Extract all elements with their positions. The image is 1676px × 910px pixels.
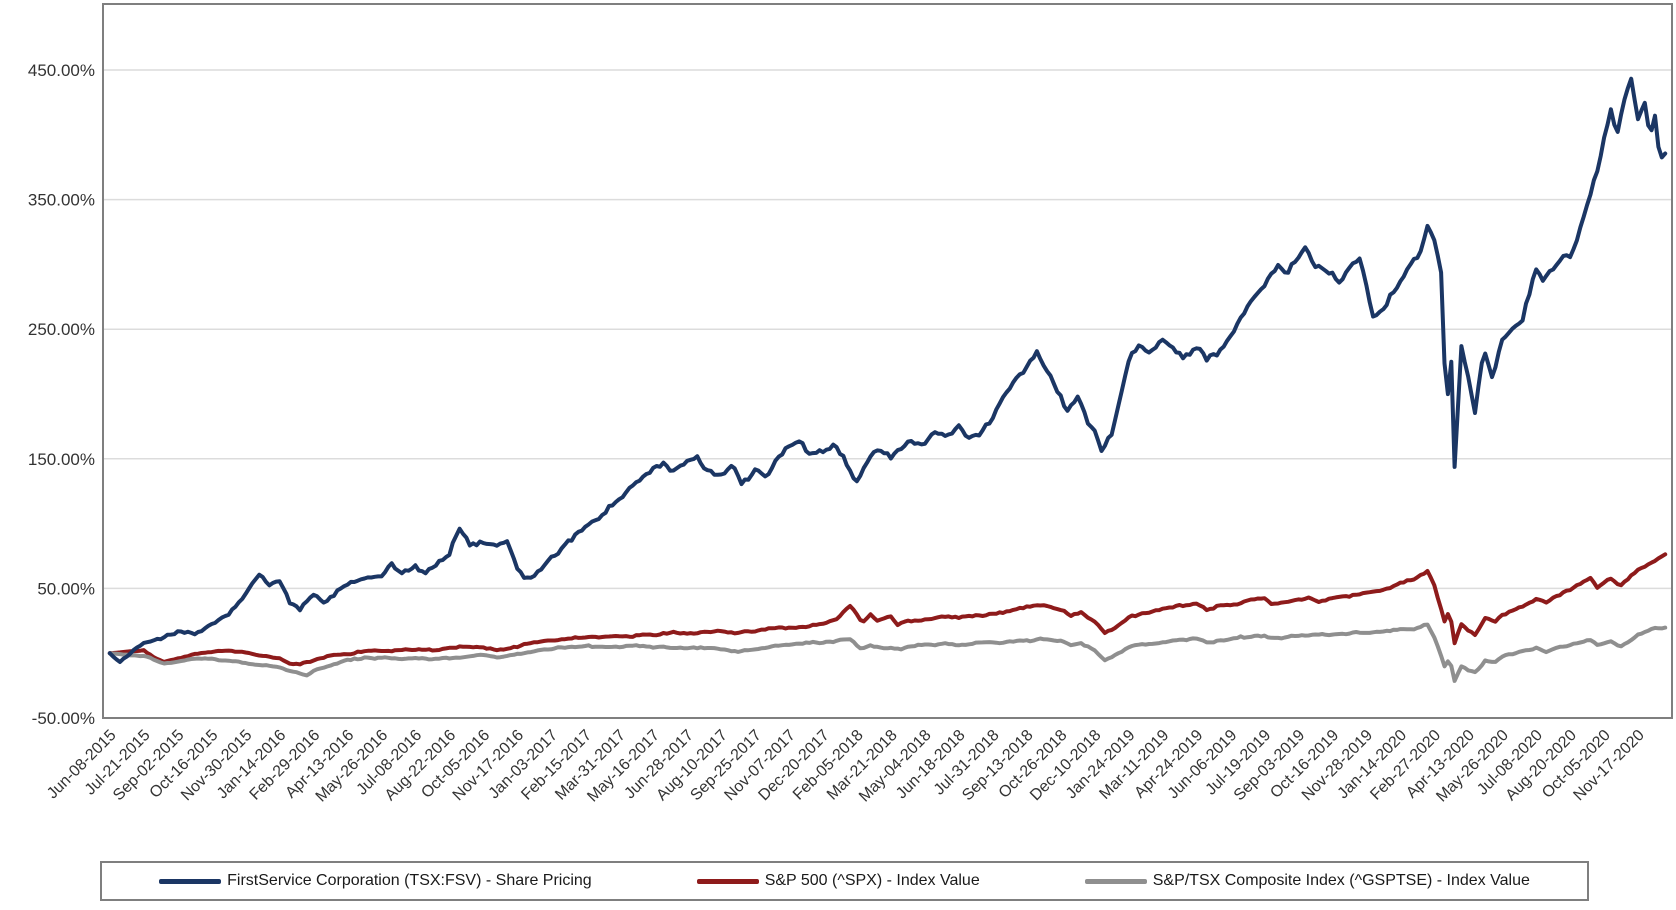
y-axis-labels: 450.00% 350.00% 250.00% 150.00% 50.00% -50.00…: [28, 61, 95, 728]
legend-item-spx: S&P 500 (^SPX) - Index Value: [696, 872, 980, 890]
x-axis-labels: Jun-08-2015Jul-21-2015Sep-02-2015Oct-16-…: [44, 727, 1648, 806]
legend-swatch-gsptse: [1084, 878, 1147, 884]
legend-swatch-spx: [696, 878, 759, 884]
legend-item-fsv: FirstService Corporation (TSX:FSV) - Sha…: [159, 872, 592, 890]
legend-item-gsptse: S&P/TSX Composite Index (^GSPTSE) - Inde…: [1084, 872, 1530, 890]
series-fsv-line: [107, 76, 1668, 664]
legend-label-fsv: FirstService Corporation (TSX:FSV) - Sha…: [227, 872, 592, 889]
series-gsptse-line: [107, 622, 1668, 683]
plot-border: [102, 3, 1673, 719]
legend-label-spx: S&P 500 (^SPX) - Index Value: [764, 872, 980, 889]
y-tick-label: 150.00%: [28, 450, 95, 469]
y-tick-label: 250.00%: [28, 320, 95, 339]
y-tick-label: 50.00%: [37, 579, 95, 598]
series-spx-line: [107, 552, 1668, 667]
y-tick-label: 450.00%: [28, 61, 95, 80]
y-tick-label: -50.00%: [32, 709, 95, 728]
y-tick-label: 350.00%: [28, 191, 95, 210]
legend-swatch-fsv: [159, 878, 222, 884]
legend-label-gsptse: S&P/TSX Composite Index (^GSPTSE) - Inde…: [1152, 872, 1530, 889]
gridlines: [103, 69, 1672, 590]
series-lines: [107, 76, 1668, 683]
chart-legend: FirstService Corporation (TSX:FSV) - Sha…: [100, 861, 1589, 901]
